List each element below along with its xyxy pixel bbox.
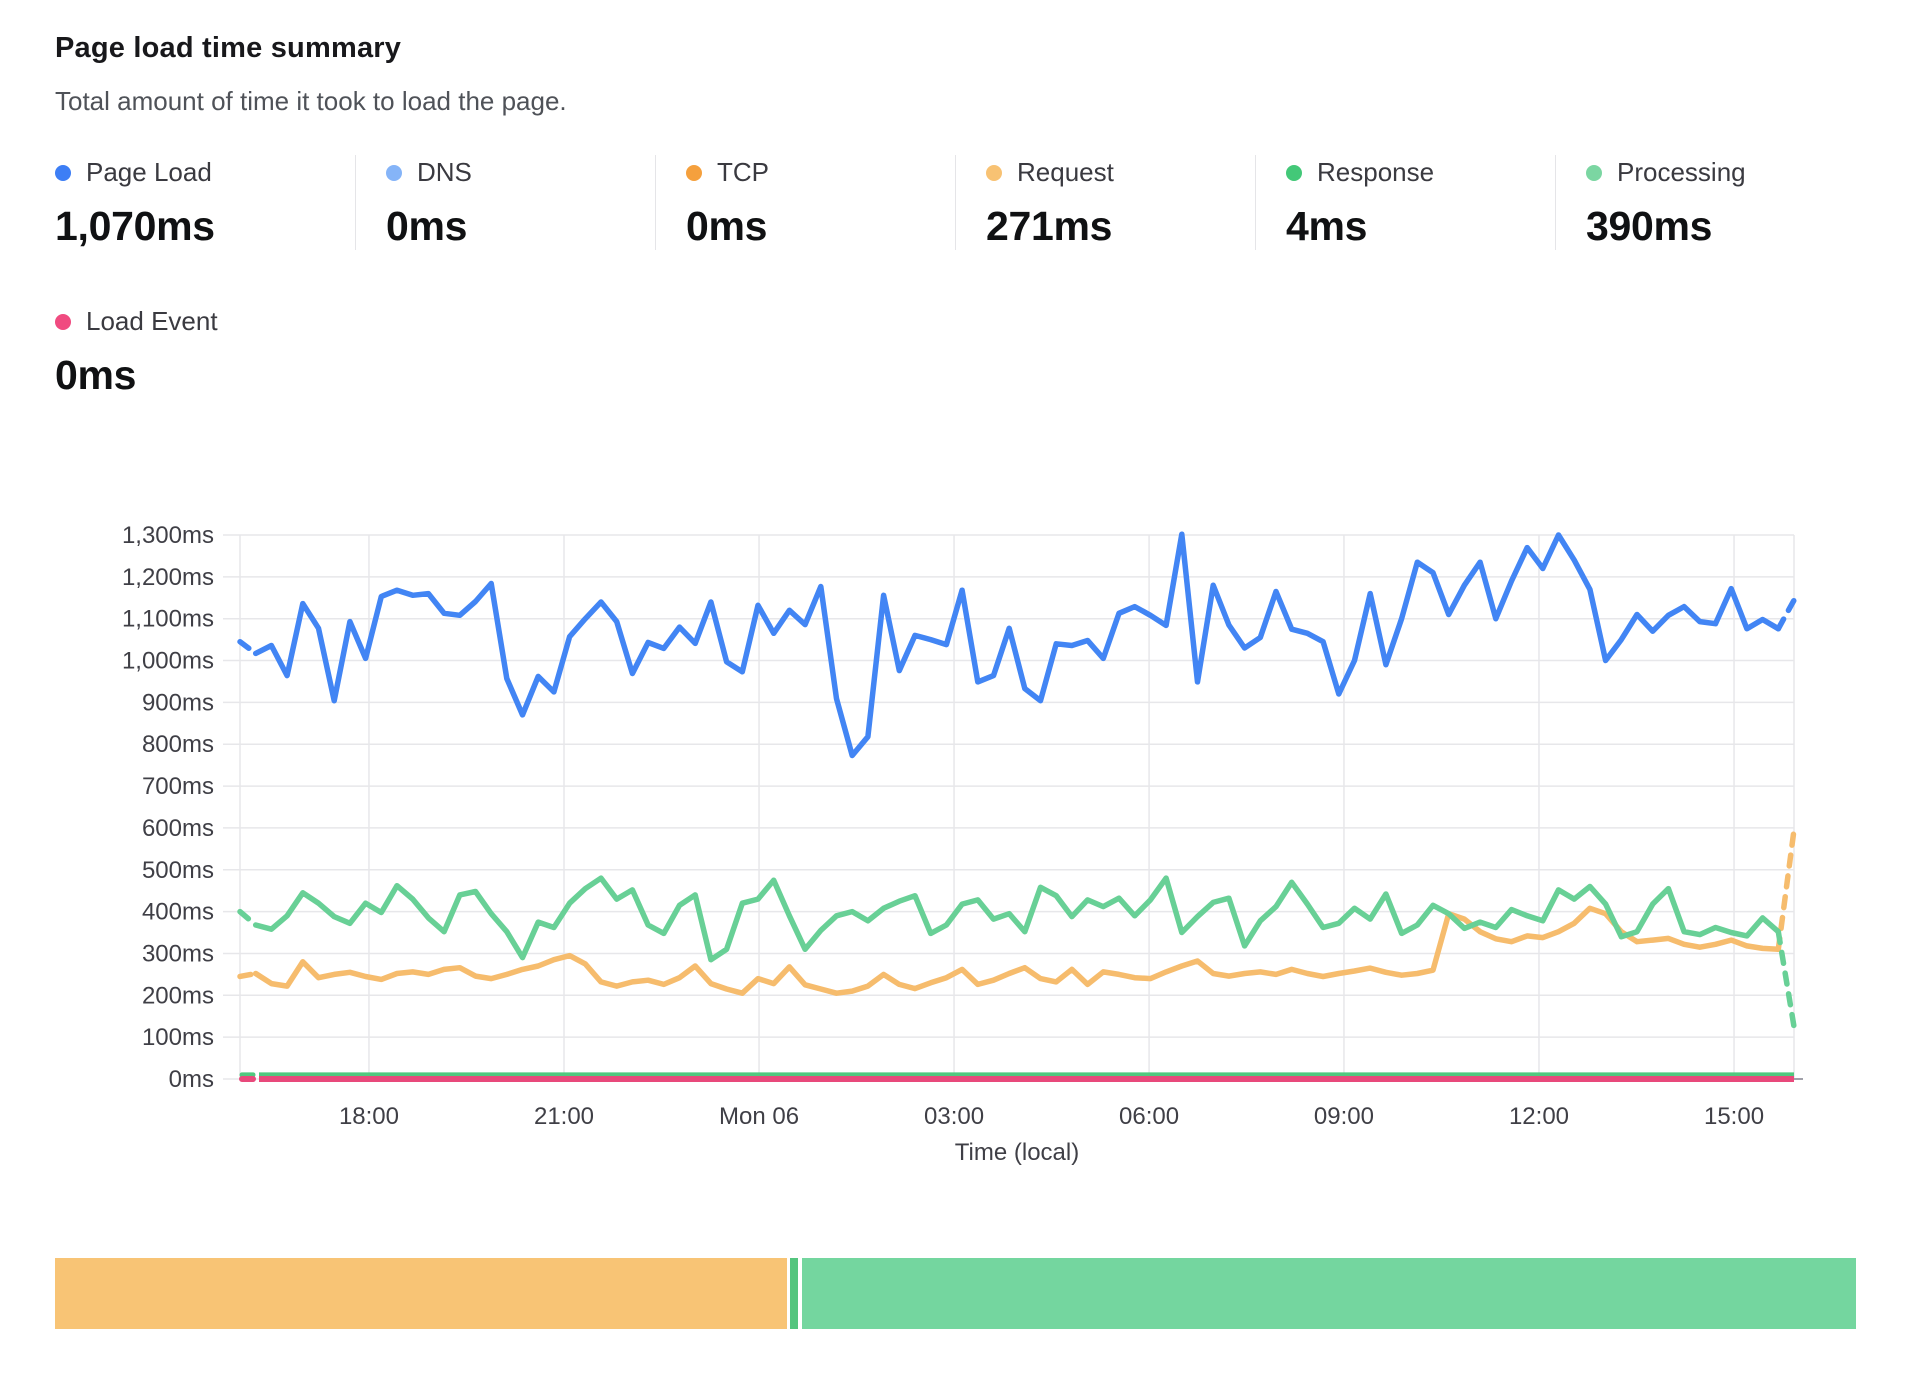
timeline-gap	[797, 1258, 802, 1329]
page-load-dot-icon	[55, 164, 71, 181]
timeline-range-orange[interactable]	[55, 1258, 787, 1329]
dns-dot-icon	[386, 164, 402, 181]
svg-text:03:00: 03:00	[924, 1103, 984, 1130]
chart-area: 0ms 100ms 200ms 300ms 400ms 500ms 600ms 700ms 80…	[100, 519, 1910, 1184]
metric-label: Page Load	[86, 157, 212, 187]
metric-label: Response	[1317, 157, 1435, 187]
svg-text:1,100ms: 1,100ms	[122, 606, 214, 633]
svg-text:Mon 06: Mon 06	[719, 1103, 799, 1130]
metric-card-tcp: TCP 0ms	[655, 155, 955, 250]
metric-value: 4ms	[1286, 203, 1368, 249]
metric-value: 0ms	[55, 352, 137, 398]
page-subtitle: Total amount of time it took to load the…	[55, 86, 567, 116]
metric-label: Load Event	[86, 306, 218, 336]
svg-text:15:00: 15:00	[1704, 1103, 1764, 1130]
svg-text:400ms: 400ms	[142, 899, 214, 926]
svg-text:900ms: 900ms	[142, 689, 214, 716]
chart-header: Page load time summary Total amount of t…	[55, 32, 1855, 117]
metric-card-request: Request 271ms	[955, 155, 1255, 250]
metrics-row: Page Load 1,070ms DNS 0ms TCP 0ms Reques…	[55, 155, 1855, 399]
response-dot-icon	[1286, 164, 1302, 181]
svg-text:21:00: 21:00	[534, 1103, 594, 1130]
load-time-chart: 0ms 100ms 200ms 300ms 400ms 500ms 600ms 700ms 80…	[122, 522, 1803, 1166]
svg-text:1,300ms: 1,300ms	[122, 522, 214, 549]
svg-text:100ms: 100ms	[142, 1024, 214, 1051]
metric-label: TCP	[717, 157, 769, 187]
svg-text:0ms: 0ms	[169, 1066, 214, 1093]
svg-text:18:00: 18:00	[339, 1103, 399, 1130]
timeline-gap	[786, 1258, 790, 1329]
metric-label: DNS	[417, 157, 472, 187]
metric-label: Request	[1017, 157, 1114, 187]
request-dot-icon	[986, 164, 1002, 181]
metric-card-load-event: Load Event 0ms	[55, 304, 355, 399]
svg-text:600ms: 600ms	[142, 815, 214, 842]
svg-text:06:00: 06:00	[1119, 1103, 1179, 1130]
metric-card-page-load: Page Load 1,070ms	[55, 155, 355, 250]
svg-text:500ms: 500ms	[142, 857, 214, 884]
load-event-dot-icon	[55, 313, 71, 330]
svg-text:200ms: 200ms	[142, 982, 214, 1009]
tcp-dot-icon	[686, 164, 702, 181]
metric-value: 0ms	[386, 203, 468, 249]
metric-value: 1,070ms	[55, 203, 215, 249]
svg-text:09:00: 09:00	[1314, 1103, 1374, 1130]
metric-value: 0ms	[686, 203, 768, 249]
svg-text:12:00: 12:00	[1509, 1103, 1569, 1130]
svg-text:1,000ms: 1,000ms	[122, 648, 214, 675]
timeline-selected-result[interactable]	[789, 1258, 798, 1329]
results-timeline-bar[interactable]	[55, 1258, 1856, 1329]
svg-text:700ms: 700ms	[142, 773, 214, 800]
svg-text:800ms: 800ms	[142, 731, 214, 758]
metric-card-processing: Processing 390ms	[1555, 155, 1855, 250]
page-title: Page load time summary	[55, 32, 402, 64]
metric-card-response: Response 4ms	[1255, 155, 1555, 250]
processing-dot-icon	[1586, 164, 1602, 181]
metric-label: Processing	[1617, 157, 1746, 187]
svg-text:300ms: 300ms	[142, 940, 214, 967]
metric-value: 271ms	[986, 203, 1113, 249]
svg-text:1,200ms: 1,200ms	[122, 564, 214, 591]
page-load-summary-panel: { "header": { "title": "Page load time s…	[0, 32, 1910, 1384]
metric-card-dns: DNS 0ms	[355, 155, 655, 250]
svg-text:Time (local): Time (local)	[955, 1139, 1079, 1166]
timeline-range-green[interactable]	[801, 1258, 1856, 1329]
metric-value: 390ms	[1586, 203, 1713, 249]
